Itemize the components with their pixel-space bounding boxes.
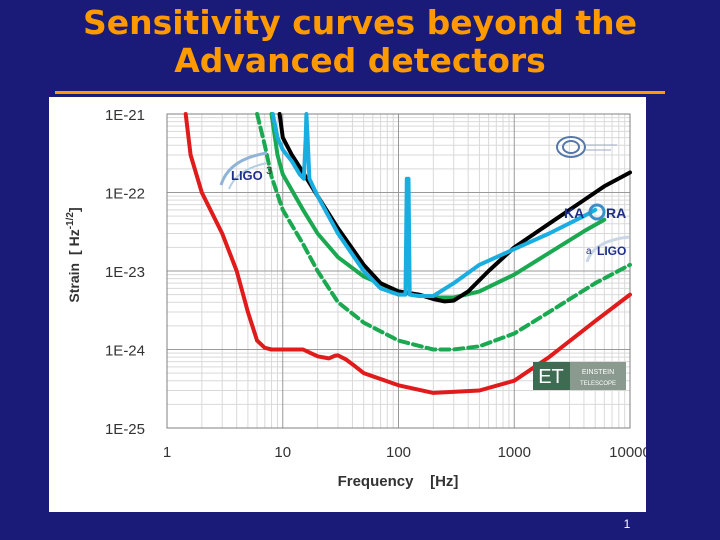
ligo3-logo-arc-icon xyxy=(219,151,268,186)
y-tick-label: 1E-22 xyxy=(105,186,145,203)
plot-area-border xyxy=(166,113,631,429)
et-logo-text: ET xyxy=(538,366,564,388)
aligo-logo: a LIGO xyxy=(585,235,630,263)
ligo3-logo: LIGO 3 xyxy=(219,151,272,190)
aligo-logo-arc-icon xyxy=(585,235,630,263)
et-logo-line2: TELESCOPE xyxy=(580,381,616,387)
title-underline xyxy=(55,91,665,94)
series-line-ligo3_dashed xyxy=(255,112,632,352)
y-tick-label: 1E-25 xyxy=(105,421,145,438)
et-logo-side xyxy=(570,362,626,390)
x-axis-label: Frequency [Hz] xyxy=(338,473,459,490)
y-axis-label-main: Strain xyxy=(66,263,82,303)
y-tick-labels: 1E-21 1E-22 1E-23 1E-24 1E-25 xyxy=(105,107,145,438)
kagra-logo-text-left: KA xyxy=(564,205,584,221)
series-line-et xyxy=(183,112,632,395)
kagra-logo-text-right: RA xyxy=(606,205,626,221)
x-tick-label: 10 xyxy=(274,444,291,461)
sensitivity-chart: 1E-21 1E-22 1E-23 1E-24 1E-25 1 10 100 1000 1000… xyxy=(65,107,651,490)
x-tick-labels: 1 10 100 1000 10000 xyxy=(163,444,651,461)
y-tick-label: 1E-24 xyxy=(105,343,145,360)
kagra-logo-g-icon xyxy=(588,203,606,221)
chart-panel: 1E-21 1E-22 1E-23 1E-24 1E-25 1 10 100 1000 1000… xyxy=(49,97,651,512)
series-line-kagra xyxy=(270,112,598,298)
y-tick-label: 1E-23 xyxy=(105,264,145,281)
x-tick-label: 1 xyxy=(163,444,171,461)
et-logo: ET EINSTEIN TELESCOPE xyxy=(533,362,626,390)
y-tick-label: 1E-21 xyxy=(105,107,145,124)
y-axis-label-close: ] xyxy=(66,207,82,212)
y-axis-label: Strain [ Hz-1/2] xyxy=(65,207,82,302)
aligo-logo-text: LIGO xyxy=(597,244,626,258)
kagra-logo: KA RA xyxy=(564,203,626,221)
x-tick-label: 1000 xyxy=(498,444,531,461)
slide-title-line1: Sensitivity curves beyond the xyxy=(82,3,638,42)
x-tick-label: 100 xyxy=(386,444,411,461)
ligo3-logo-sup: 3 xyxy=(266,165,272,177)
ligo3-logo-text: LIGO xyxy=(231,168,263,183)
virgo-logo-icon xyxy=(556,136,617,158)
y-axis-label-unit: [ Hz xyxy=(66,229,82,255)
et-logo-line1: EINSTEIN xyxy=(582,369,614,376)
slide-title: Sensitivity curves beyond the Advanced d… xyxy=(0,4,720,80)
ligo3-logo-arc-icon xyxy=(228,162,268,190)
x-tick-label: 10000 xyxy=(609,444,646,461)
page-number: 1 xyxy=(623,517,631,531)
series-layer xyxy=(183,112,632,395)
virgo-logo-ring-icon xyxy=(556,136,586,158)
virgo-logo-ring-icon xyxy=(562,140,580,154)
slide-title-line2: Advanced detectors xyxy=(174,41,546,80)
y-axis-label-exp: -1/2 xyxy=(65,212,76,230)
aligo-logo-prefix: a xyxy=(586,246,592,257)
